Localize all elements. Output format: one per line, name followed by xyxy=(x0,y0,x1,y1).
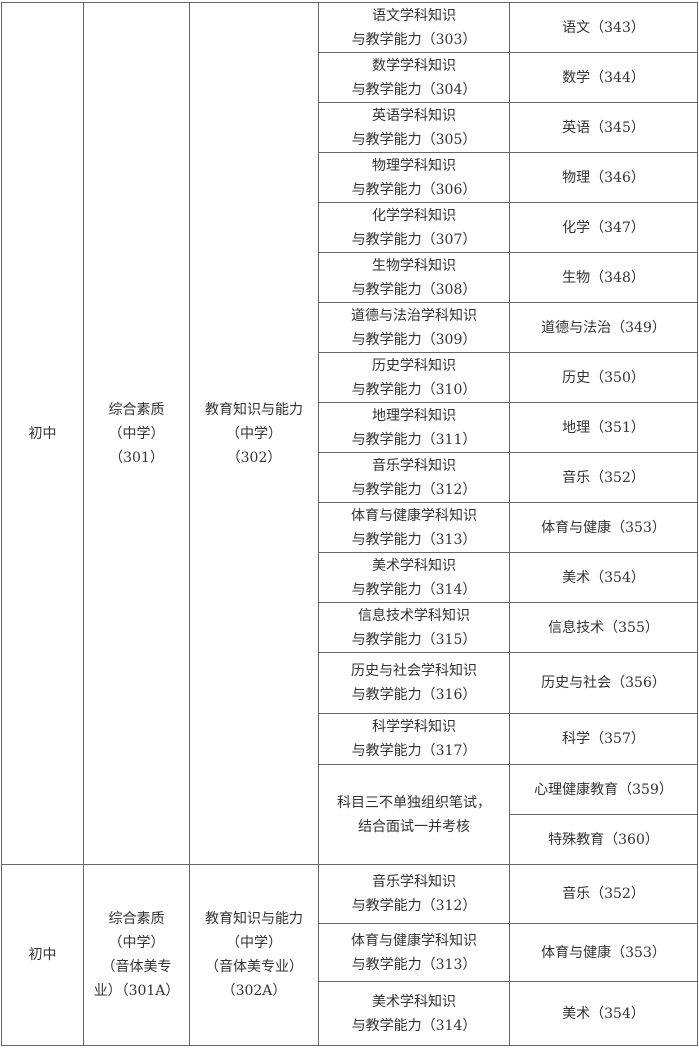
interview-cell: 地理（351） xyxy=(509,402,698,453)
subject-three-cell: 体育与健康学科知识 与教学能力（313） xyxy=(318,923,510,982)
interview-cell: 历史（350） xyxy=(509,352,698,403)
table-row: 数学学科知识 与教学能力（304） 数学（344） xyxy=(2,52,698,103)
table-row: 科目三不单独组织笔试， 结合面试一并考核 心理健康教育（359） xyxy=(2,764,698,865)
subject-three-cell: 数学学科知识 与教学能力（304） xyxy=(318,52,510,103)
table-row: 科学学科知识 与教学能力（317） 科学（357） xyxy=(2,713,698,765)
interview-cell: 体育与健康（353） xyxy=(509,502,698,553)
table-row: 历史与社会学科知识 与教学能力（316） 历史与社会（356） xyxy=(2,652,698,714)
interview-cell: 特殊教育（360） xyxy=(509,814,698,865)
table-row: 历史学科知识 与教学能力（310） 历史（350） xyxy=(2,352,698,403)
table-row: 美术学科知识 与教学能力（314） 美术（354） xyxy=(2,981,698,1046)
subject-three-cell: 美术学科知识 与教学能力（314） xyxy=(318,552,510,603)
subject-three-cell: 美术学科知识 与教学能力（314） xyxy=(318,981,510,1046)
subject-three-cell: 英语学科知识 与教学能力（305） xyxy=(318,102,510,153)
subject-two-cell: 教育知识与能力 （中学） （302） xyxy=(189,2,319,865)
subject-three-cell: 物理学科知识 与教学能力（306） xyxy=(318,152,510,203)
interview-cell: 美术（354） xyxy=(509,552,698,603)
table-row: 美术学科知识 与教学能力（314） 美术（354） xyxy=(2,552,698,603)
interview-cell: 语文（343） xyxy=(509,2,698,53)
interview-cell: 音乐（352） xyxy=(509,452,698,503)
subject-one-cell: 综合素质 （中学） （音体美专 业）（301A） xyxy=(83,864,190,1046)
interview-cell: 道德与法治（349） xyxy=(509,302,698,353)
interview-cell: 美术（354） xyxy=(509,981,698,1046)
interview-cell: 化学（347） xyxy=(509,202,698,253)
subject-three-cell: 体育与健康学科知识 与教学能力（313） xyxy=(318,502,510,553)
subject-three-cell: 信息技术学科知识 与教学能力（315） xyxy=(318,602,510,653)
table-row: 体育与健康学科知识 与教学能力（313） 体育与健康（353） xyxy=(2,923,698,982)
subject-three-cell: 历史与社会学科知识 与教学能力（316） xyxy=(318,652,510,714)
subject-three-cell: 地理学科知识 与教学能力（311） xyxy=(318,402,510,453)
interview-cell: 科学（357） xyxy=(509,713,698,765)
subject-three-cell: 科学学科知识 与教学能力（317） xyxy=(318,713,510,765)
interview-cell: 历史与社会（356） xyxy=(509,652,698,714)
subject-three-cell: 音乐学科知识 与教学能力（312） xyxy=(318,864,510,924)
level-cell: 初中 xyxy=(1,864,84,1046)
table-row: 特殊教育（360） xyxy=(2,814,698,865)
interview-cell: 英语（345） xyxy=(509,102,698,153)
interview-cell: 体育与健康（353） xyxy=(509,923,698,982)
subject-two-cell: 教育知识与能力 （中学） （音体美专业） （302A） xyxy=(189,864,319,1046)
subject-three-cell: 生物学科知识 与教学能力（308） xyxy=(318,252,510,303)
subject-three-note-cell: 科目三不单独组织笔试， 结合面试一并考核 xyxy=(318,764,510,865)
subject-one-cell: 综合素质 （中学） （301） xyxy=(83,2,190,865)
table-row: 初中 综合素质 （中学） （301） 教育知识与能力 （中学） （302） 语文学科知… xyxy=(1,2,698,865)
table-row: 初中 综合素质 （中学） （音体美专 业）（301A） 教育知识与能力 （中学） （… xyxy=(1,864,698,1046)
table-row: 生物学科知识 与教学能力（308） 生物（348） xyxy=(2,252,698,303)
subject-three-cell: 历史学科知识 与教学能力（310） xyxy=(318,352,510,403)
interview-cell: 生物（348） xyxy=(509,252,698,303)
table-row: 地理学科知识 与教学能力（311） 地理（351） xyxy=(2,402,698,453)
interview-cell: 信息技术（355） xyxy=(509,602,698,653)
interview-cell: 音乐（352） xyxy=(509,864,698,924)
interview-cell: 物理（346） xyxy=(509,152,698,203)
table-row: 英语学科知识 与教学能力（305） 英语（345） xyxy=(2,102,698,153)
table-row: 化学学科知识 与教学能力（307） 化学（347） xyxy=(2,202,698,253)
subject-three-cell: 语文学科知识 与教学能力（303） xyxy=(318,2,510,53)
subject-three-cell: 道德与法治学科知识 与教学能力（309） xyxy=(318,302,510,353)
level-cell: 初中 xyxy=(1,2,84,865)
table-row: 音乐学科知识 与教学能力（312） 音乐（352） xyxy=(2,452,698,503)
table-row: 物理学科知识 与教学能力（306） 物理（346） xyxy=(2,152,698,203)
table-row: 信息技术学科知识 与教学能力（315） 信息技术（355） xyxy=(2,602,698,653)
interview-cell: 数学（344） xyxy=(509,52,698,103)
subject-three-cell: 音乐学科知识 与教学能力（312） xyxy=(318,452,510,503)
interview-cell: 心理健康教育（359） xyxy=(509,764,698,815)
subject-three-cell: 化学学科知识 与教学能力（307） xyxy=(318,202,510,253)
